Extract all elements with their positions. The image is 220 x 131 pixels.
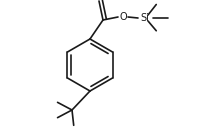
- Text: Si: Si: [141, 13, 149, 23]
- Text: O: O: [119, 12, 127, 22]
